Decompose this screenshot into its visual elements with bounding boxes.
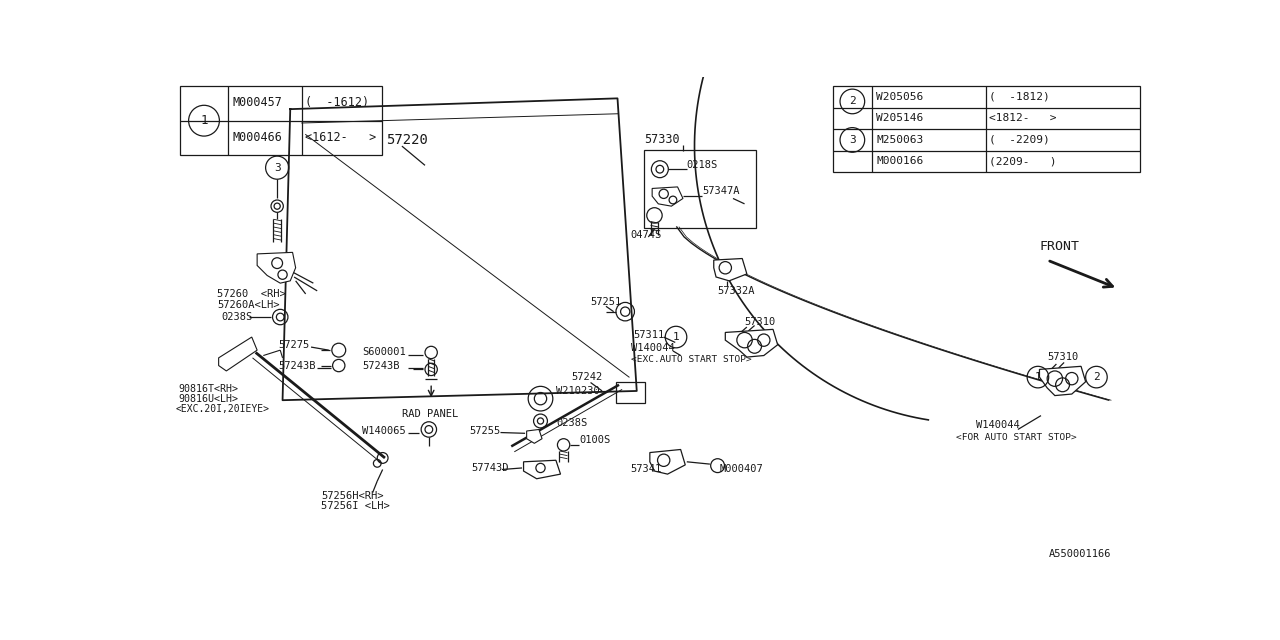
Text: A550001166: A550001166 xyxy=(1048,549,1111,559)
Text: W205146: W205146 xyxy=(877,113,923,124)
Text: W210230: W210230 xyxy=(556,386,599,396)
Text: W205056: W205056 xyxy=(877,92,923,102)
Text: 57310: 57310 xyxy=(745,317,776,326)
Text: 0100S: 0100S xyxy=(579,435,611,445)
Polygon shape xyxy=(714,259,746,281)
Polygon shape xyxy=(652,187,684,206)
Polygon shape xyxy=(726,330,778,357)
Text: 2: 2 xyxy=(849,97,856,106)
Text: 90816T<RH>: 90816T<RH> xyxy=(179,383,238,394)
Text: 0238S: 0238S xyxy=(556,419,588,428)
Polygon shape xyxy=(526,429,541,444)
Text: W140044: W140044 xyxy=(975,420,1019,430)
Text: W140065: W140065 xyxy=(362,426,406,436)
Text: M000407: M000407 xyxy=(719,465,763,474)
Text: M000457: M000457 xyxy=(233,97,283,109)
Text: <1812-   >: <1812- > xyxy=(989,113,1057,124)
Text: S600001: S600001 xyxy=(362,348,406,358)
Text: (  -1612): ( -1612) xyxy=(305,97,369,109)
Polygon shape xyxy=(1039,366,1085,396)
Text: 1: 1 xyxy=(200,114,207,127)
Text: 57311: 57311 xyxy=(632,330,664,340)
Text: 57332A: 57332A xyxy=(718,286,755,296)
Text: 57310: 57310 xyxy=(1047,352,1079,362)
Text: M000466: M000466 xyxy=(233,131,283,144)
Bar xyxy=(644,150,756,228)
Text: 3: 3 xyxy=(849,135,856,145)
Text: 57743D: 57743D xyxy=(471,463,508,473)
Text: 57341: 57341 xyxy=(630,465,660,474)
Polygon shape xyxy=(650,449,685,474)
Text: 1: 1 xyxy=(1034,372,1042,382)
Text: 57255: 57255 xyxy=(470,426,500,436)
Text: (  -1812): ( -1812) xyxy=(989,92,1050,102)
Text: 1: 1 xyxy=(673,332,680,342)
Text: <FOR AUTO START STOP>: <FOR AUTO START STOP> xyxy=(956,433,1076,442)
Text: <EXC.AUTO START STOP>: <EXC.AUTO START STOP> xyxy=(631,355,753,364)
Text: (  -2209): ( -2209) xyxy=(989,135,1050,145)
Text: 57347A: 57347A xyxy=(703,186,740,196)
Text: M250063: M250063 xyxy=(877,135,923,145)
Text: 57220: 57220 xyxy=(387,133,429,147)
Bar xyxy=(833,86,1139,172)
Text: 57243B: 57243B xyxy=(362,360,399,371)
Text: (2209-   ): (2209- ) xyxy=(989,157,1057,166)
Text: 57242: 57242 xyxy=(571,372,603,382)
Text: 57256I <LH>: 57256I <LH> xyxy=(321,502,390,511)
Polygon shape xyxy=(524,460,561,479)
Bar xyxy=(616,381,645,403)
Text: 0218S: 0218S xyxy=(687,161,718,170)
Text: 0238S: 0238S xyxy=(221,312,252,322)
Text: 57243B: 57243B xyxy=(279,360,316,371)
Polygon shape xyxy=(257,252,296,283)
Text: <EXC.20I,20IEYE>: <EXC.20I,20IEYE> xyxy=(175,404,270,415)
Text: FRONT: FRONT xyxy=(1039,240,1079,253)
Text: M000166: M000166 xyxy=(877,157,923,166)
Polygon shape xyxy=(219,337,257,371)
Text: RAD PANEL: RAD PANEL xyxy=(402,409,458,419)
Text: 57251: 57251 xyxy=(590,298,622,307)
Text: 57256H<RH>: 57256H<RH> xyxy=(321,492,384,502)
Text: 57260  <RH>: 57260 <RH> xyxy=(218,289,285,299)
Text: 57275: 57275 xyxy=(279,340,310,349)
Text: 57330: 57330 xyxy=(644,133,680,147)
Text: <1612-   >: <1612- > xyxy=(305,131,376,144)
Text: W140044: W140044 xyxy=(631,343,675,353)
Text: 2: 2 xyxy=(1093,372,1100,382)
Text: 57260A<LH>: 57260A<LH> xyxy=(218,300,279,310)
Bar xyxy=(180,86,381,156)
Text: 0474S: 0474S xyxy=(631,230,662,239)
Text: 90816U<LH>: 90816U<LH> xyxy=(179,394,238,404)
Text: 3: 3 xyxy=(274,163,280,173)
